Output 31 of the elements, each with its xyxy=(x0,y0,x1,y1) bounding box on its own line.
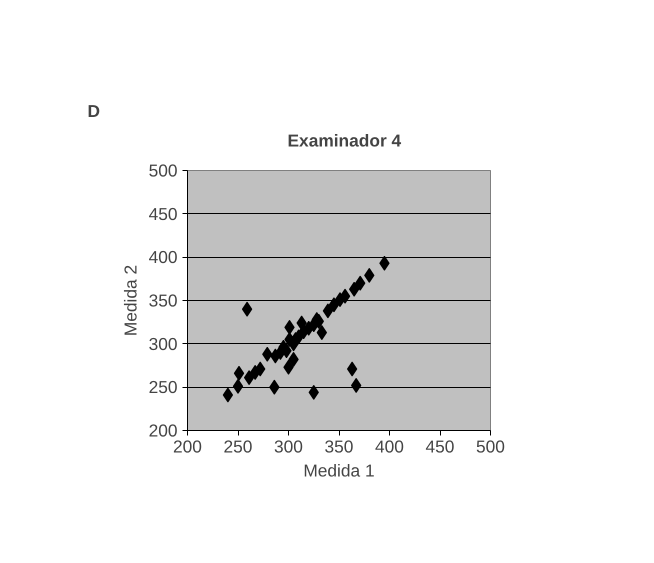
y-tick-label: 400 xyxy=(148,247,178,268)
point xyxy=(232,378,244,394)
x-tick-label: 500 xyxy=(476,436,505,456)
x-tick-label: 300 xyxy=(274,436,303,456)
chart-title: Examinador 4 xyxy=(288,130,402,150)
x-tick-label: 450 xyxy=(426,436,454,456)
point xyxy=(284,320,295,335)
x-tick-label: 250 xyxy=(224,436,252,456)
point xyxy=(234,366,244,381)
point xyxy=(328,297,340,312)
point xyxy=(288,352,299,367)
y-tick-label: 300 xyxy=(148,334,178,354)
point xyxy=(283,360,294,375)
y-tick-label: 250 xyxy=(148,377,178,398)
x-tick-label: 400 xyxy=(375,436,404,456)
x-axis-title: Medida 1 xyxy=(303,460,375,480)
point xyxy=(340,288,350,304)
y-axis-title: Medida 2 xyxy=(120,264,141,336)
point xyxy=(322,303,334,318)
y-tick-label: 500 xyxy=(148,160,178,180)
point xyxy=(379,256,390,271)
point xyxy=(269,380,280,395)
y-tick-label: 450 xyxy=(148,204,178,224)
point xyxy=(242,302,252,317)
x-tick-label: 350 xyxy=(324,436,354,456)
point xyxy=(348,282,360,297)
text: D xyxy=(88,101,100,121)
y-tick-label: 350 xyxy=(148,290,178,310)
point xyxy=(244,370,254,386)
point xyxy=(346,361,358,376)
point xyxy=(222,387,234,402)
